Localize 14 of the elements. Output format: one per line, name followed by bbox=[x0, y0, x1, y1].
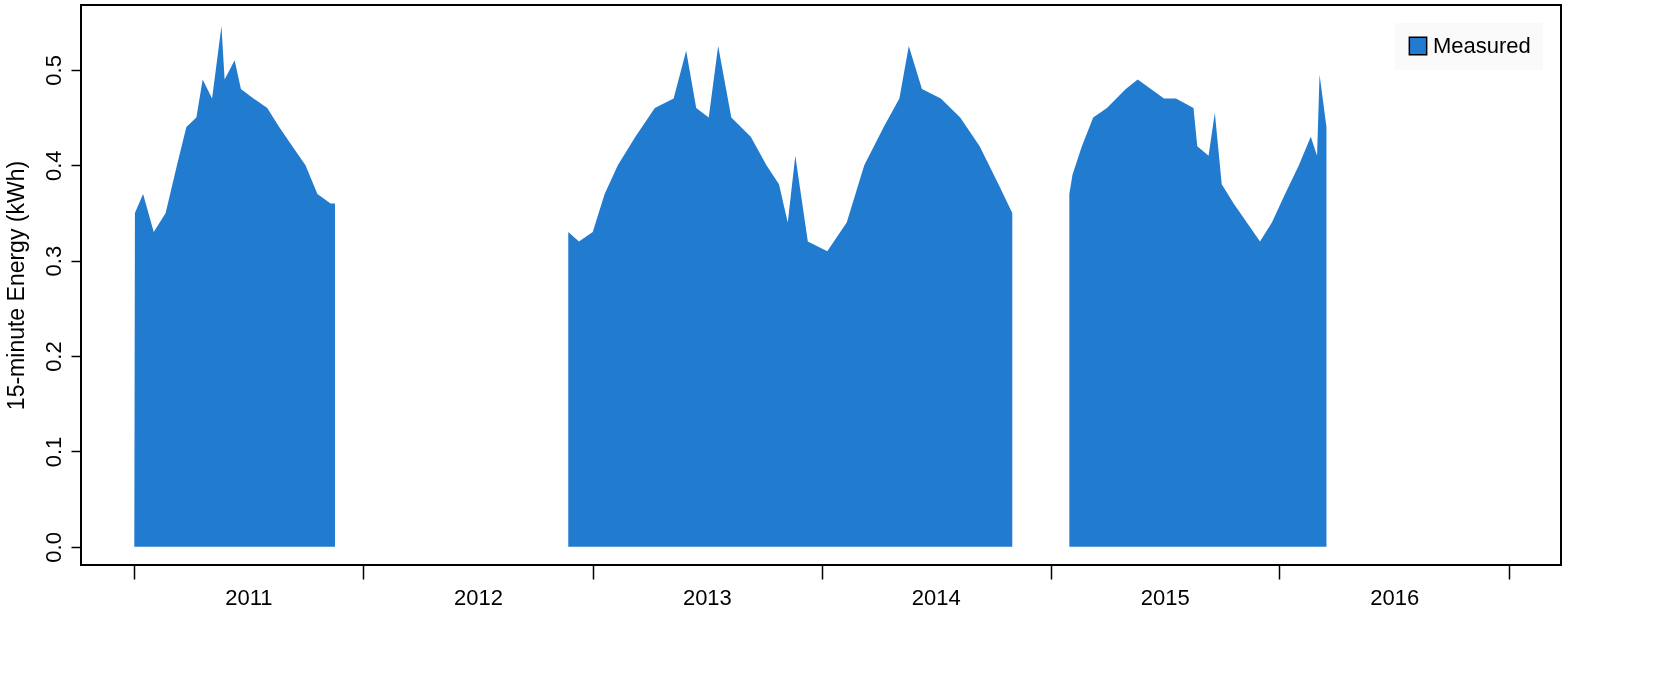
y-axis-title: 15-minute Energy (kWh) bbox=[2, 160, 29, 411]
x-tick-label: 2016 bbox=[1370, 584, 1420, 610]
y-tick-label: 0.1 bbox=[40, 436, 66, 468]
y-tick-label: 0.5 bbox=[40, 55, 66, 86]
x-tick-label: 2013 bbox=[682, 584, 732, 610]
x-tick-label: 2015 bbox=[1140, 584, 1190, 610]
x-tick-label: 2012 bbox=[453, 584, 503, 610]
x-tick-label: 2014 bbox=[911, 584, 961, 610]
y-tick-label: 0.3 bbox=[40, 245, 66, 277]
y-tick-label: 0.2 bbox=[40, 341, 66, 372]
y-tick-label: 0.0 bbox=[40, 532, 66, 563]
legend-label: Measured bbox=[1433, 33, 1531, 58]
x-tick-label: 2011 bbox=[225, 584, 273, 610]
y-tick-label: 0.4 bbox=[40, 150, 66, 182]
